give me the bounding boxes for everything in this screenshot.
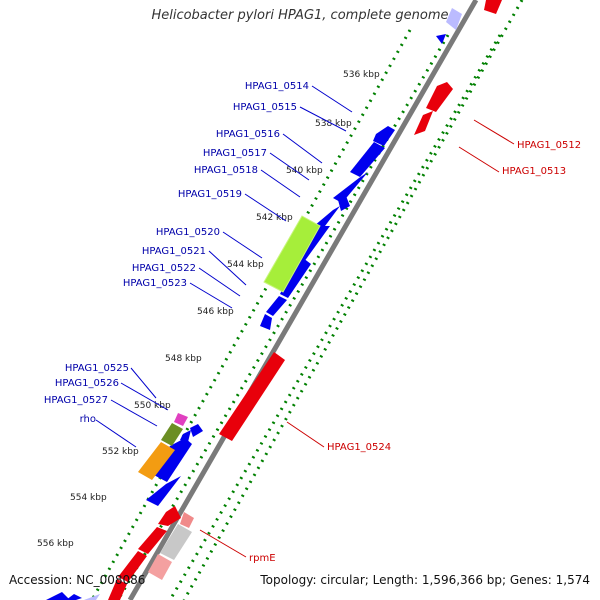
leader-line — [199, 529, 247, 558]
leader-line — [311, 85, 353, 113]
leader-line — [130, 367, 157, 399]
leader-line — [299, 106, 347, 132]
gene-label[interactable]: HPAG1_0520 — [156, 227, 220, 238]
leader-line — [473, 119, 515, 145]
gene-bottom-blue-2[interactable] — [46, 592, 70, 600]
gene-bottom-red-3[interactable] — [118, 551, 147, 582]
gene-label[interactable]: HPAG1_0521 — [142, 246, 206, 257]
gene-bottom-lilac[interactable] — [84, 594, 100, 600]
gene-label[interactable]: HPAG1_0513 — [502, 166, 566, 177]
tick-track-inner-left — [116, 34, 450, 600]
accession-text: Accession: NC_008086 — [9, 573, 146, 587]
gene-hpag1-0519[interactable] — [314, 206, 340, 230]
reverse-strand-genes — [46, 34, 446, 600]
gene-label[interactable]: HPAG1_0527 — [44, 395, 108, 406]
gene-label[interactable]: HPAG1_0512 — [517, 140, 581, 151]
leader-line — [458, 146, 500, 173]
gene-hpag1-0515[interactable] — [373, 126, 395, 146]
gene-rho-blue-2[interactable] — [146, 476, 181, 506]
gene-hpag1-0512[interactable] — [426, 82, 453, 112]
kbp-tick-label: 544 kbp — [227, 260, 264, 270]
gene-label[interactable]: rpmE — [249, 553, 276, 564]
genome-backbone — [127, 0, 479, 600]
leader-line — [244, 193, 287, 222]
gene-hpag1-0525-magenta[interactable] — [174, 413, 188, 426]
kbp-tick-label: 556 kbp — [37, 539, 74, 549]
gene-label[interactable]: HPAG1_0522 — [132, 263, 196, 274]
map-title: Helicobacter pylori HPAG1, complete geno… — [151, 8, 449, 23]
gene-label[interactable]: HPAG1_0514 — [245, 81, 309, 92]
leader-lines-blue — [95, 85, 353, 448]
gene-top-lilac[interactable] — [446, 8, 462, 30]
gene-rpme-pink[interactable] — [148, 554, 172, 580]
gene-hpag1-0511[interactable] — [484, 0, 502, 14]
tick-track-outer-right — [182, 0, 524, 600]
leader-line — [198, 267, 241, 297]
leader-line — [222, 231, 263, 259]
leader-lines-red — [199, 119, 515, 558]
tick-track-outer-left — [90, 29, 412, 600]
leader-line — [208, 250, 247, 286]
gene-hpag1-0527[interactable] — [180, 430, 191, 442]
gene-label[interactable]: HPAG1_0516 — [216, 129, 280, 140]
leader-line — [260, 169, 301, 198]
gene-label[interactable]: HPAG1_0523 — [123, 278, 187, 289]
gene-rho-orange[interactable] — [138, 442, 175, 480]
gene-bottom-red-1[interactable] — [158, 506, 181, 526]
leader-line — [189, 282, 233, 309]
kbp-tick-label: 552 kbp — [102, 447, 139, 457]
kbp-tick-label: 546 kbp — [197, 307, 234, 317]
kbp-tick-label: 548 kbp — [165, 354, 202, 364]
gene-hpag1-0514[interactable] — [436, 34, 446, 44]
gene-bottom-red-4[interactable] — [108, 579, 127, 600]
gene-label[interactable]: HPAG1_0518 — [194, 165, 258, 176]
gene-label[interactable]: HPAG1_0526 — [55, 378, 119, 389]
gene-hpag1-0521[interactable] — [280, 258, 311, 298]
gene-label[interactable]: HPAG1_0525 — [65, 363, 129, 374]
gene-label[interactable]: rho — [80, 414, 96, 425]
forward-strand-genes — [108, 0, 502, 600]
gene-hpag1-0518[interactable] — [338, 196, 350, 211]
gene-labels-right: HPAG1_0512 HPAG1_0513 HPAG1_0524 rpmE — [249, 140, 581, 564]
leader-line — [120, 382, 169, 411]
gene-rpme[interactable] — [180, 512, 194, 528]
gene-label[interactable]: HPAG1_0524 — [327, 442, 391, 453]
gene-hpag1-0527-olive[interactable] — [161, 423, 183, 446]
gene-label[interactable]: HPAG1_0515 — [233, 102, 297, 113]
kbp-tick-label: 554 kbp — [70, 493, 107, 503]
gene-hpag1-0517[interactable] — [333, 172, 368, 203]
leader-line — [269, 152, 310, 181]
leader-line — [282, 133, 323, 164]
leader-line — [286, 421, 325, 448]
gene-label[interactable]: HPAG1_0517 — [203, 148, 267, 159]
gene-bottom-blue-1[interactable] — [66, 594, 82, 600]
kbp-tick-labels: 536 kbp 538 kbp 540 kbp 542 kbp 544 kbp … — [37, 70, 380, 549]
tick-track-inner-right — [168, 34, 502, 600]
gene-rpme-grey[interactable] — [160, 524, 192, 560]
gene-hpag1-0524[interactable] — [219, 352, 285, 441]
leader-line — [110, 399, 158, 427]
leader-line — [95, 419, 137, 448]
gene-hpag1-0522[interactable] — [266, 296, 287, 316]
gene-hpag1-0526[interactable] — [190, 424, 203, 437]
topology-text: Topology: circular; Length: 1,596,366 bp… — [260, 573, 590, 587]
gene-hpag1-0520-highlight[interactable] — [263, 215, 321, 293]
gene-hpag1-0516[interactable] — [350, 142, 385, 177]
gene-labels-left: HPAG1_0514 HPAG1_0515 HPAG1_0516 HPAG1_0… — [44, 81, 309, 425]
kbp-tick-label: 540 kbp — [286, 166, 323, 176]
gene-bottom-red-2[interactable] — [138, 527, 167, 554]
gene-hpag1-0523[interactable] — [260, 314, 272, 330]
gene-hpag1-0513[interactable] — [414, 111, 433, 135]
kbp-tick-label: 550 kbp — [134, 401, 171, 411]
gene-label[interactable]: HPAG1_0519 — [178, 189, 242, 200]
gene-rho-blue-1[interactable] — [152, 438, 192, 482]
kbp-tick-label: 542 kbp — [256, 213, 293, 223]
kbp-tick-label: 536 kbp — [343, 70, 380, 80]
